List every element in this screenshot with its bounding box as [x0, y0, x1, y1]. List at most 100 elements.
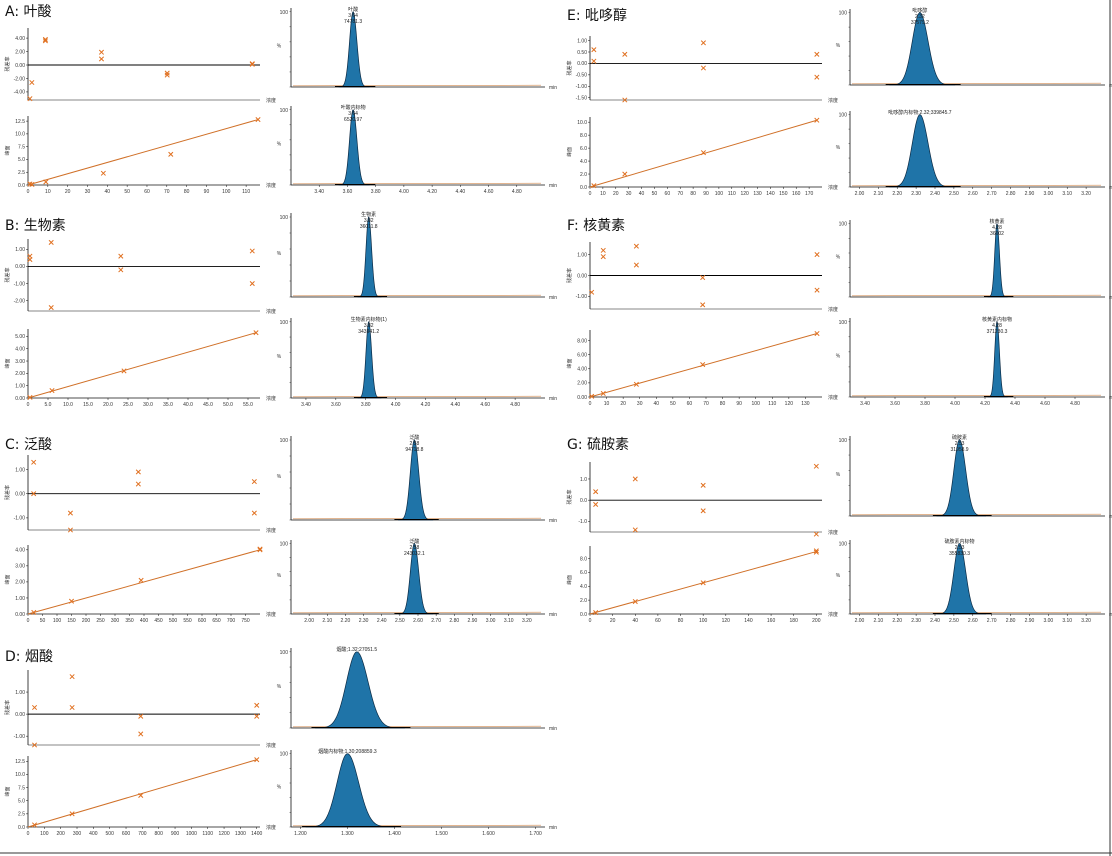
chrom-ylabel: %	[836, 145, 841, 151]
chrom-ymax-label: 100	[280, 108, 289, 114]
calibration-point	[600, 390, 606, 397]
chrom-ymax-label: 100	[280, 542, 289, 548]
calibration-xtick-label: 100	[53, 618, 62, 624]
chrom-xtick-label: 2.00	[304, 618, 314, 624]
residual-point	[813, 531, 819, 537]
chrom-peak-label: 355830.3	[949, 551, 970, 557]
chrom-xtick-label: 2.40	[930, 191, 940, 197]
chrom-peak-label: 烟酸内标物;1.30;208859.3	[318, 748, 377, 755]
chrom-peak-label: 2.53	[955, 545, 965, 551]
calibration-xtick-label: 200	[812, 618, 821, 624]
chrom-xtick-label: 2.50	[949, 618, 959, 624]
residual-point	[135, 481, 141, 487]
chrom-peak-label: 37579.2	[911, 20, 929, 26]
chrom-xtick-label: 2.10	[322, 618, 332, 624]
residual-ytick-label: 1.00	[577, 252, 587, 258]
calibration-xtick-label: 150	[67, 618, 76, 624]
calibration-point	[138, 577, 144, 583]
calibration-xtick-label: 20	[65, 189, 71, 195]
calibration-point	[49, 388, 55, 394]
residual-xlabel: 浓度	[828, 529, 838, 536]
chrom-xtick-label: 4.40	[450, 402, 460, 408]
calibration-point	[138, 792, 144, 798]
chrom-baseline	[292, 294, 542, 297]
calibration-ylabel: 峰面	[4, 358, 11, 368]
calibration-ytick-label: 6.00	[577, 352, 587, 358]
residual-ytick-label: 1.0	[580, 477, 587, 483]
calibration-xtick-label: 5.0	[45, 402, 52, 408]
calibration-point	[622, 171, 628, 177]
chrom-xtick-label: 2.80	[1006, 618, 1016, 624]
chrom-peak-label: 硫胺素	[952, 434, 967, 441]
calibration-ytick-label: 5.0	[18, 157, 25, 163]
residual-ytick-label: 2.00	[15, 49, 25, 55]
calibration-xtick-label: 20	[620, 401, 626, 407]
chrom-xtick-label: 4.00	[950, 401, 960, 407]
calibration-xtick-label: 100	[752, 401, 761, 407]
calibration-xtick-label: 700	[138, 831, 147, 837]
chrom-xtick-label: 2.50	[949, 191, 959, 197]
residual-ytick-label: 1.00	[15, 467, 25, 473]
calibration-ylabel: 峰面	[4, 145, 11, 155]
residual-point	[29, 79, 35, 86]
calibration-xtick-label: 550	[183, 618, 192, 624]
calibration-xlabel: 浓度	[266, 395, 276, 402]
calibration-xtick-label: 80	[678, 618, 684, 624]
calibration-point	[121, 368, 127, 374]
calibration-point	[253, 330, 259, 336]
residual-ytick-label: 1.00	[577, 38, 587, 44]
calibration-xtick-label: 1200	[218, 831, 229, 837]
residual-point	[700, 482, 706, 488]
chrom-xlabel: min	[549, 726, 557, 732]
chrom-ymax-label: 100	[839, 438, 848, 444]
residual-point	[814, 51, 820, 57]
chrom-peak-label: 烟酸;1.32;27051.5	[337, 646, 378, 653]
residual-point	[593, 501, 599, 507]
chrom-xtick-label: 4.60	[484, 189, 494, 195]
calibration-xtick-label: 50	[124, 189, 130, 195]
calibration-xtick-label: 50	[652, 191, 658, 197]
calibration-xtick-label: 0	[27, 402, 30, 408]
chrom-ymax-label: 100	[839, 320, 848, 326]
chrom-peak-label: 31958.9	[951, 447, 969, 453]
chrom-peak-label: 3.82	[364, 323, 374, 329]
chrom-xlabel: min	[549, 518, 557, 524]
chrom-peak-label: 叶酸内标物	[341, 104, 366, 111]
calibration-xtick-label: 100	[222, 189, 231, 195]
residual-ytick-label: 4.00	[15, 36, 25, 42]
chrom-peak-label: 3.82	[364, 218, 374, 224]
residual-ylabel: 残差率	[566, 489, 573, 504]
calibration-ylabel: 峰面	[4, 574, 11, 584]
calibration-xtick-label: 40	[632, 618, 638, 624]
chrom-xtick-label: 3.40	[860, 401, 870, 407]
chrom-xtick-label: 2.70	[431, 618, 441, 624]
calibration-xtick-label: 250	[96, 618, 105, 624]
calibration-xtick-label: 25.0	[123, 402, 133, 408]
residual-point	[42, 36, 48, 42]
calibration-ytick-label: 2.00	[15, 371, 25, 377]
calibration-xtick-label: 40	[639, 191, 645, 197]
residual-ytick-label: -2.00	[14, 299, 26, 305]
chrom-xtick-label: 2.30	[911, 618, 921, 624]
chrom-xtick-label: 1.400	[388, 831, 401, 837]
calibration-xtick-label: 35.0	[163, 402, 173, 408]
chrom-ylabel: %	[836, 573, 841, 579]
calibration-xlabel: 浓度	[828, 394, 838, 401]
calibration-xtick-label: 40.0	[183, 402, 193, 408]
calibration-ytick-label: 0.0	[18, 183, 25, 189]
residual-xlabel: 浓度	[266, 527, 276, 534]
chrom-xtick-label: 3.20	[1081, 618, 1091, 624]
calibration-xlabel: 浓度	[828, 184, 838, 191]
chrom-peak-label: 94718.8	[405, 447, 423, 453]
chrom-xtick-label: 2.10	[873, 191, 883, 197]
chrom-peak-label: 吡哆醇内标物;2.32;339845.7	[888, 109, 952, 116]
calibration-ytick-label: 4.00	[15, 548, 25, 554]
residual-point	[700, 40, 706, 46]
calibration-xtick-label: 500	[169, 618, 178, 624]
calibration-xtick-label: 80	[184, 189, 190, 195]
chrom-ylabel: %	[836, 255, 841, 261]
residual-point	[98, 49, 105, 55]
